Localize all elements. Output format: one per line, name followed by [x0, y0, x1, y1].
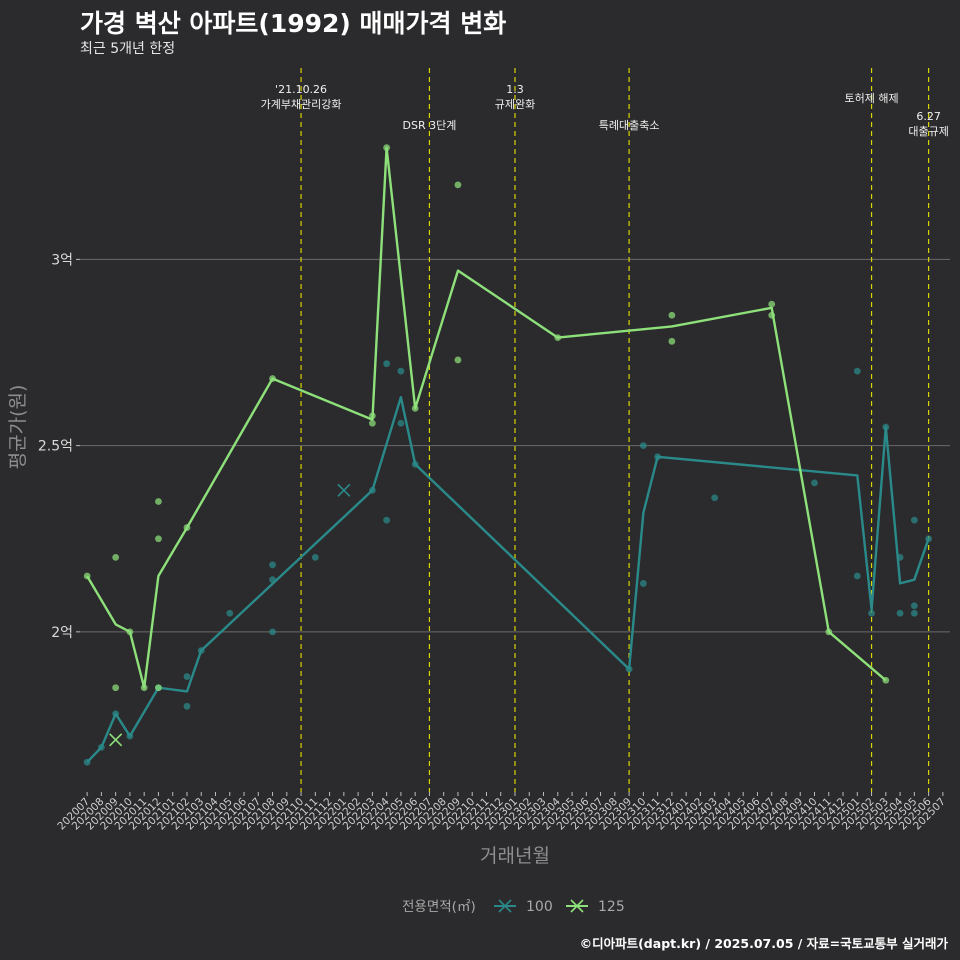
data-point-100	[853, 572, 861, 580]
event-label: 특례대출축소	[599, 119, 660, 132]
legend-marker-100	[498, 899, 512, 913]
data-point-100	[639, 442, 647, 450]
event-label: 가계부채관리강화	[261, 98, 342, 111]
data-point-100	[183, 673, 191, 680]
data-point-125	[368, 419, 376, 427]
data-point-125	[454, 181, 462, 189]
data-point-125	[155, 684, 162, 692]
event-label: '21.10.26	[275, 83, 327, 96]
data-point-100	[639, 580, 647, 587]
event-label: 1.3	[506, 83, 524, 96]
legend-entry-100: 100	[526, 899, 553, 915]
legend-marker-125	[570, 899, 584, 913]
event-label: 6.27	[916, 110, 941, 123]
footer-credit: ©디아파트(dapt.kr) / 2025.07.05 / 자료=국토교통부 실…	[579, 936, 948, 951]
data-point-100	[183, 702, 191, 710]
data-point-125	[668, 311, 676, 319]
event-label: 대출규제	[908, 125, 948, 138]
data-point-125	[768, 300, 776, 308]
data-point-100	[910, 609, 918, 617]
data-point-125	[112, 553, 120, 561]
data-point-125	[155, 498, 162, 505]
y-tick-label: 2.5억	[38, 439, 73, 455]
data-point-100	[910, 602, 918, 610]
event-label: DSR 3단계	[403, 119, 457, 132]
data-point-100	[910, 516, 918, 524]
data-point-100	[868, 609, 875, 617]
y-axis-title: 평균가(원)	[7, 385, 29, 470]
x-axis-title: 거래년월	[480, 845, 550, 867]
cross-marker-125	[109, 733, 123, 747]
data-point-100	[711, 494, 719, 502]
event-label: 토허제 해제	[845, 91, 899, 105]
data-point-100	[311, 553, 319, 561]
data-point-100	[811, 479, 818, 487]
y-tick-label: 3억	[51, 252, 73, 268]
data-point-125	[112, 684, 120, 692]
data-point-125	[155, 535, 162, 543]
data-point-100	[896, 609, 904, 617]
data-point-100	[269, 628, 276, 636]
cross-marker-100	[337, 483, 351, 497]
chart-title: 가경 벽산 아파트(1992) 매매가격 변화	[80, 9, 507, 38]
data-point-125	[668, 337, 676, 345]
data-point-125	[454, 356, 462, 364]
data-point-100	[383, 360, 391, 368]
data-point-100	[853, 367, 861, 375]
legend-title: 전용면적(㎡)	[402, 899, 476, 915]
data-point-100	[397, 367, 405, 375]
chart-subtitle: 최근 5개년 한정	[80, 41, 176, 57]
data-point-100	[397, 419, 405, 427]
data-point-100	[383, 516, 391, 524]
y-tick-label: 2억	[51, 625, 73, 641]
data-point-100	[226, 609, 234, 617]
data-point-100	[269, 561, 276, 569]
legend-entry-125: 125	[598, 899, 625, 915]
event-label: 규제완화	[495, 98, 535, 111]
series-line-125	[86, 146, 887, 689]
series-line-100	[86, 396, 930, 764]
